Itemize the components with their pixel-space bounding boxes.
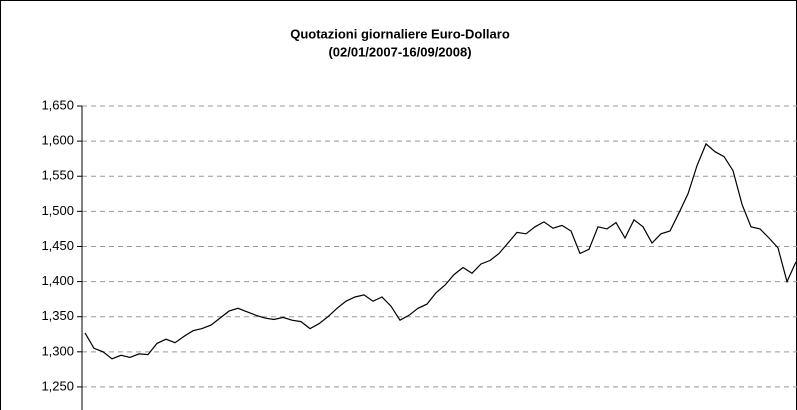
y-tick-label: 1,350 bbox=[41, 308, 74, 323]
y-tick-label: 1,600 bbox=[41, 133, 74, 148]
chart-subtitle: (02/01/2007-16/09/2008) bbox=[328, 44, 471, 59]
price-line bbox=[84, 142, 797, 360]
y-tick-label: 1,650 bbox=[41, 97, 74, 112]
y-tick-label: 1,300 bbox=[41, 343, 74, 358]
y-tick-label: 1,450 bbox=[41, 238, 74, 253]
y-tick-label: 1,550 bbox=[41, 168, 74, 183]
chart-title: Quotazioni giornaliere Euro-Dollaro bbox=[290, 26, 510, 41]
y-tick-label: 1,500 bbox=[41, 203, 74, 218]
y-tick-label: 1,250 bbox=[41, 378, 74, 393]
y-tick-label: 1,400 bbox=[41, 273, 74, 288]
